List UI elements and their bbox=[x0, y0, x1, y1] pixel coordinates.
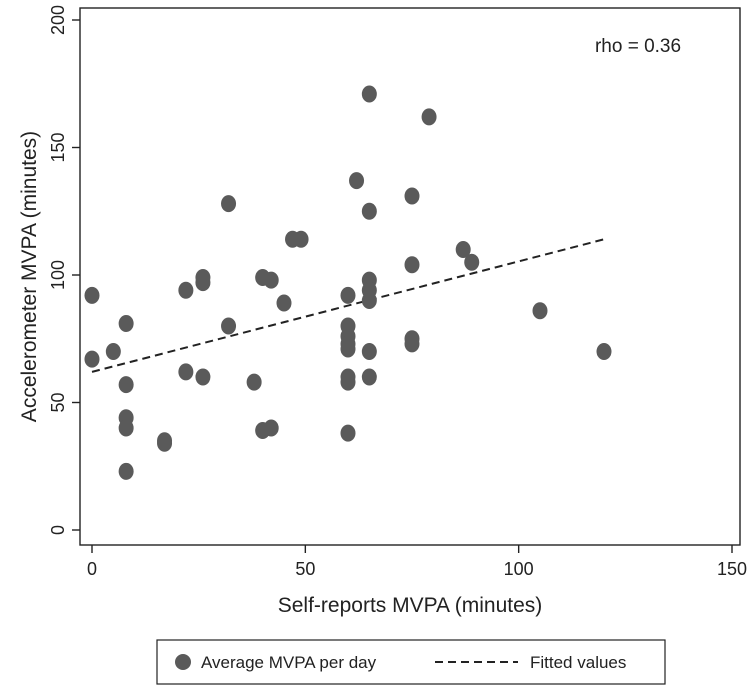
data-point bbox=[597, 343, 612, 360]
x-tick-label: 100 bbox=[504, 559, 534, 579]
rho-annotation: rho = 0.36 bbox=[595, 36, 681, 57]
data-point bbox=[119, 315, 134, 332]
data-point bbox=[195, 274, 210, 291]
x-tick-label: 0 bbox=[87, 559, 97, 579]
plot-frame bbox=[80, 8, 740, 545]
x-tick-label: 50 bbox=[295, 559, 315, 579]
data-point bbox=[362, 369, 377, 386]
data-point bbox=[264, 420, 279, 437]
y-tick-label: 150 bbox=[48, 132, 68, 162]
data-point bbox=[85, 287, 100, 304]
data-point bbox=[119, 420, 134, 437]
data-point bbox=[405, 335, 420, 352]
x-tick-label: 150 bbox=[717, 559, 747, 579]
data-point bbox=[277, 295, 292, 312]
data-point bbox=[405, 256, 420, 273]
legend-label-fitted: Fitted values bbox=[530, 653, 626, 672]
data-point bbox=[341, 287, 356, 304]
y-tick-label: 200 bbox=[48, 5, 68, 35]
data-point bbox=[178, 282, 193, 299]
data-point bbox=[362, 343, 377, 360]
legend-point-marker bbox=[175, 654, 191, 670]
data-point bbox=[106, 343, 121, 360]
points-layer bbox=[85, 85, 612, 479]
y-axis-title: Accelerometer MVPA (minutes) bbox=[18, 131, 41, 422]
data-point bbox=[341, 425, 356, 442]
data-point bbox=[294, 231, 309, 248]
legend-label-points: Average MVPA per day bbox=[201, 653, 377, 672]
data-point bbox=[362, 292, 377, 309]
data-point bbox=[405, 187, 420, 204]
data-point bbox=[157, 435, 172, 452]
data-point bbox=[341, 340, 356, 357]
data-point bbox=[119, 376, 134, 393]
data-point bbox=[362, 203, 377, 220]
data-point bbox=[178, 363, 193, 380]
x-axis-title: Self-reports MVPA (minutes) bbox=[278, 594, 543, 617]
data-point bbox=[195, 369, 210, 386]
data-point bbox=[247, 374, 262, 391]
data-point bbox=[349, 172, 364, 189]
data-point bbox=[221, 195, 236, 212]
data-point bbox=[85, 351, 100, 368]
y-tick-label: 100 bbox=[48, 260, 68, 290]
legend: Average MVPA per day Fitted values bbox=[157, 640, 665, 684]
data-point bbox=[422, 108, 437, 125]
y-tick-label: 0 bbox=[48, 525, 68, 535]
y-tick-label: 50 bbox=[48, 392, 68, 412]
data-point bbox=[533, 302, 548, 319]
data-point bbox=[119, 463, 134, 480]
data-point bbox=[341, 374, 356, 391]
data-point bbox=[264, 272, 279, 289]
data-point bbox=[221, 318, 236, 335]
data-point bbox=[362, 85, 377, 102]
data-point bbox=[464, 254, 479, 271]
